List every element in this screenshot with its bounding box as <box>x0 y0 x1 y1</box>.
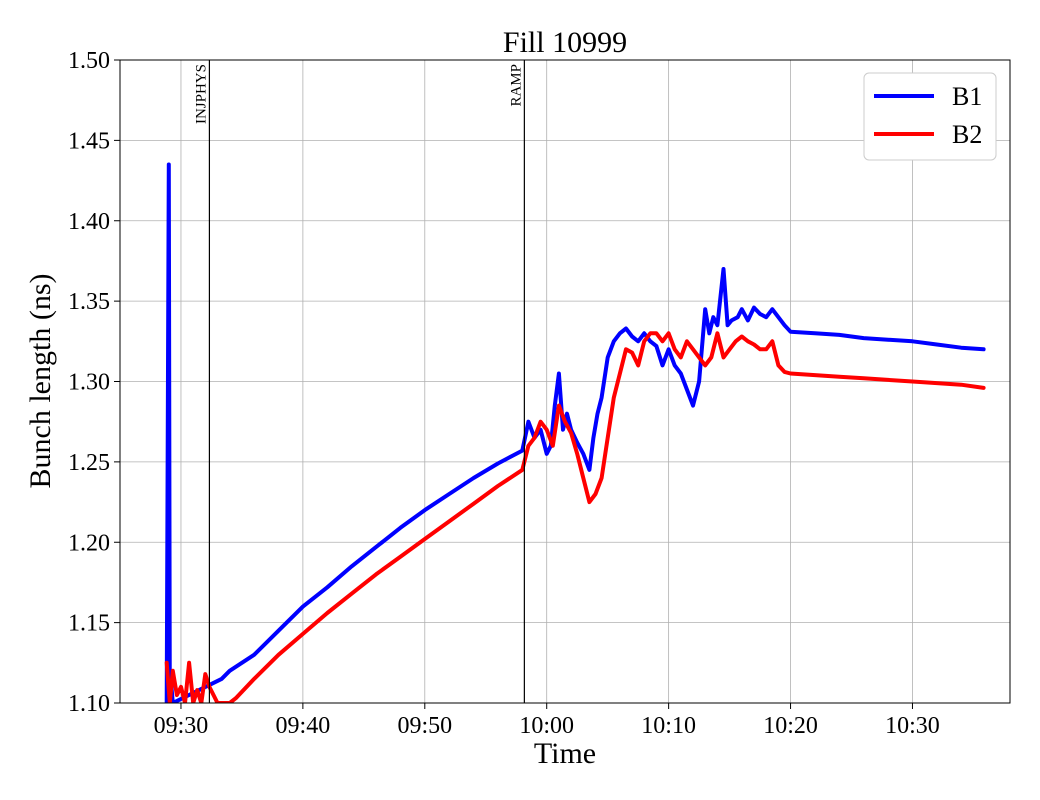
annotation-layer: INJPHYS RAMP <box>193 60 525 703</box>
y-tick-label: 1.45 <box>68 128 110 154</box>
y-tick-label: 1.20 <box>68 530 110 556</box>
y-tick-label: 1.30 <box>68 370 110 396</box>
series-layer <box>164 162 986 703</box>
x-tick-label: 10:20 <box>763 713 818 739</box>
plot-area: INJPHYS RAMP <box>164 60 986 703</box>
series-line-b2 <box>164 331 986 703</box>
y-tick-label: 1.40 <box>68 209 110 235</box>
y-axis-label: Bunch length (ns) <box>24 274 57 489</box>
x-tick-label: 09:30 <box>154 713 209 739</box>
y-tick-label: 1.15 <box>68 611 110 637</box>
marker-label-ramp: RAMP <box>508 64 524 107</box>
y-tick-label: 1.25 <box>68 450 110 476</box>
y-tick-label: 1.35 <box>68 289 110 315</box>
x-axis-label: Time <box>534 737 596 770</box>
x-tick-label: 10:00 <box>519 713 574 739</box>
y-tick-label: 1.50 <box>68 48 110 74</box>
x-tick-label: 09:50 <box>397 713 452 739</box>
x-axis: 09:30 09:40 09:50 10:00 10:10 10:20 10:30 <box>154 703 940 739</box>
y-tick-label: 1.10 <box>68 691 110 717</box>
marker-label-injphys: INJPHYS <box>193 64 209 124</box>
x-tick-label: 09:40 <box>276 713 331 739</box>
chart-title: Fill 10999 <box>503 26 627 59</box>
y-axis: 1.10 1.15 1.20 1.25 1.30 1.35 1.40 1.45 1.50 <box>68 48 120 717</box>
x-tick-label: 10:10 <box>641 713 696 739</box>
legend-label-b1: B1 <box>952 82 982 111</box>
series-line-b1 <box>164 162 986 703</box>
legend-label-b2: B2 <box>952 120 982 149</box>
x-tick-label: 10:30 <box>885 713 940 739</box>
